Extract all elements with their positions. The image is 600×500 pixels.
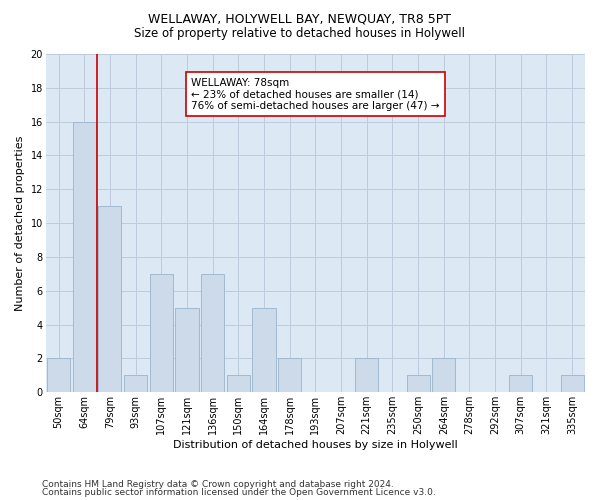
- Y-axis label: Number of detached properties: Number of detached properties: [15, 136, 25, 311]
- Bar: [355, 358, 378, 392]
- Bar: [98, 206, 121, 392]
- Bar: [73, 122, 96, 392]
- Bar: [278, 358, 301, 392]
- Bar: [227, 376, 250, 392]
- Text: Size of property relative to detached houses in Holywell: Size of property relative to detached ho…: [134, 28, 466, 40]
- Bar: [407, 376, 430, 392]
- Text: Contains HM Land Registry data © Crown copyright and database right 2024.: Contains HM Land Registry data © Crown c…: [42, 480, 394, 489]
- Bar: [150, 274, 173, 392]
- Text: Contains public sector information licensed under the Open Government Licence v3: Contains public sector information licen…: [42, 488, 436, 497]
- Bar: [175, 308, 199, 392]
- Bar: [432, 358, 455, 392]
- Bar: [253, 308, 275, 392]
- Bar: [201, 274, 224, 392]
- Text: WELLAWAY: 78sqm
← 23% of detached houses are smaller (14)
76% of semi-detached h: WELLAWAY: 78sqm ← 23% of detached houses…: [191, 78, 440, 111]
- Bar: [124, 376, 147, 392]
- Bar: [47, 358, 70, 392]
- Bar: [560, 376, 584, 392]
- X-axis label: Distribution of detached houses by size in Holywell: Distribution of detached houses by size …: [173, 440, 458, 450]
- Bar: [509, 376, 532, 392]
- Text: WELLAWAY, HOLYWELL BAY, NEWQUAY, TR8 5PT: WELLAWAY, HOLYWELL BAY, NEWQUAY, TR8 5PT: [149, 12, 452, 26]
